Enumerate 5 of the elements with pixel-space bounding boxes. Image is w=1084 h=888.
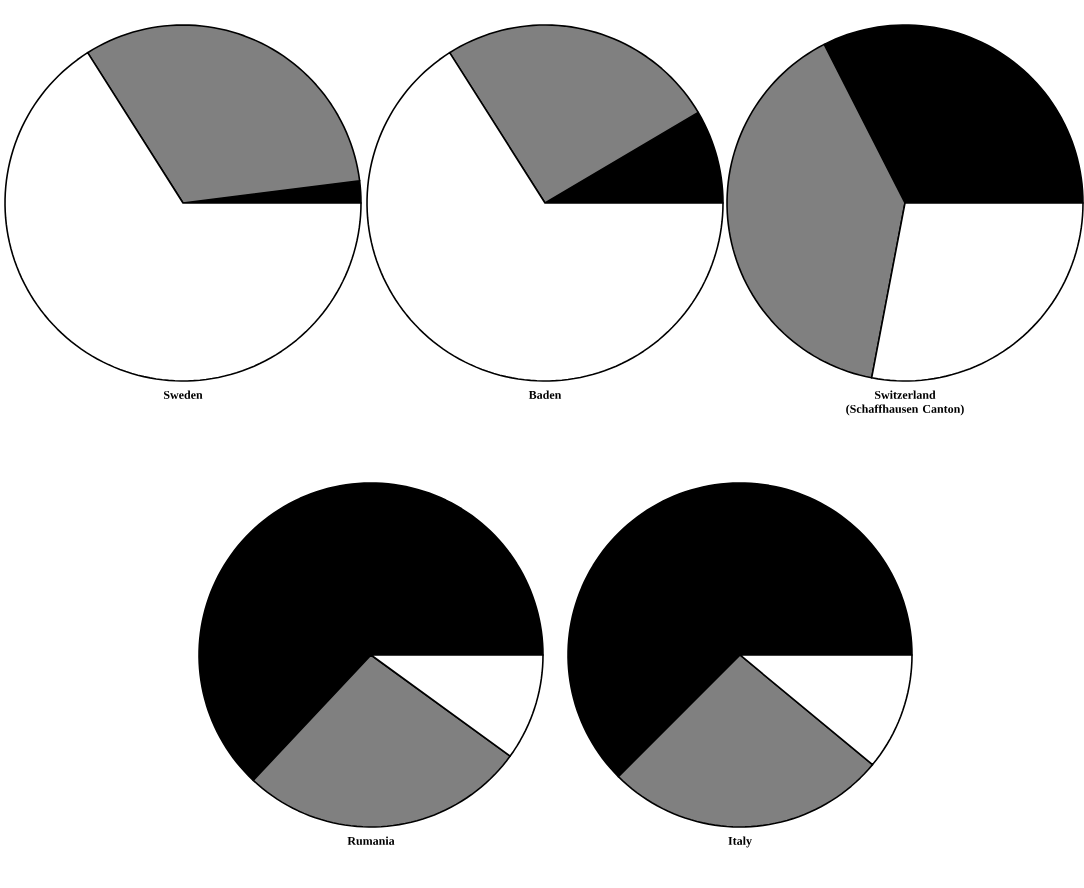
text: Sweden [163, 390, 203, 399]
text: Rumania [347, 836, 395, 845]
text: Switzerland (Schaffhausen Canton) [846, 390, 964, 416]
text: Baden [528, 390, 562, 399]
text: Italy [728, 836, 752, 848]
